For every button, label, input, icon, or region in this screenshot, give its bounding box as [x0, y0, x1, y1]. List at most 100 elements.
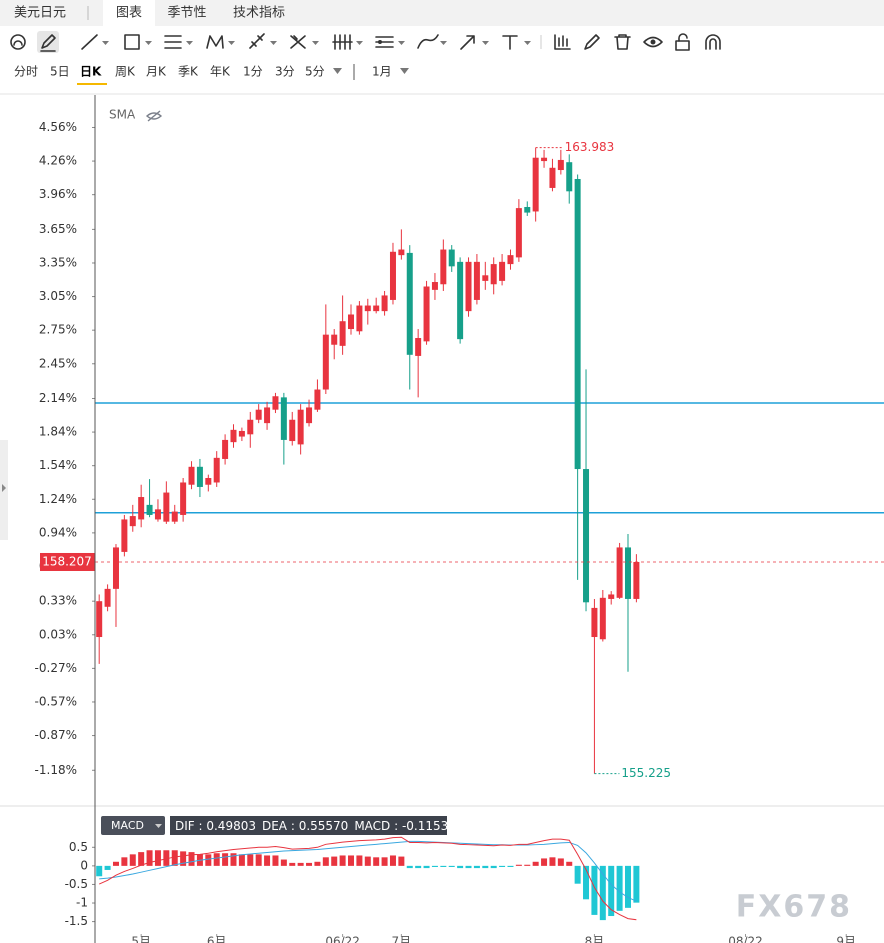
candle-body [616, 547, 623, 598]
candle-body [566, 162, 573, 192]
y-tick-label: 1.84% [39, 425, 77, 439]
macd-bar [356, 855, 363, 866]
tool-measure[interactable] [375, 36, 405, 48]
candle-body [406, 252, 413, 355]
tool-fib[interactable] [249, 33, 277, 49]
candle-body [364, 305, 371, 312]
macd-label: MACD [111, 819, 144, 832]
tool-delete[interactable] [614, 34, 631, 50]
indicator-label[interactable]: SMA [109, 108, 136, 122]
macd-bar [633, 865, 640, 903]
candle-body [280, 397, 287, 440]
tool-hlines[interactable] [164, 35, 193, 49]
tool-edit[interactable] [584, 34, 600, 50]
tab[interactable]: 图表 [116, 6, 142, 21]
tool-pattern[interactable] [206, 35, 235, 49]
macd-bar [448, 865, 455, 867]
macd-bar [549, 857, 556, 866]
candle-body [356, 305, 363, 332]
candle-body [423, 286, 430, 342]
macd-bar [507, 865, 514, 867]
tool-line[interactable] [81, 34, 109, 50]
macd-button[interactable]: MACD [101, 816, 165, 835]
tool-lock[interactable] [675, 33, 690, 51]
candle-body [499, 261, 506, 281]
y-tick-label: 1.24% [39, 492, 77, 506]
macd-bar [322, 857, 329, 866]
x-tick-label: 6月 [207, 935, 227, 943]
macd-bar [289, 862, 296, 866]
macd-bar [457, 865, 464, 869]
macd-bar [608, 865, 615, 917]
candle-body [448, 249, 455, 267]
side-handle-arrow [2, 484, 6, 492]
tool-magnet[interactable] [705, 34, 721, 50]
candle-body [515, 208, 522, 258]
tool-arrow[interactable] [460, 35, 489, 50]
indicator-visibility[interactable] [145, 110, 163, 122]
macd-chart: 0.5 0 -0.5 -1 -1.5 5月 6月 06/22 7月 8月 08/22 9月 [65, 836, 856, 943]
candle-body [163, 492, 170, 522]
period[interactable]: 3分 [275, 65, 295, 79]
macd-bar [138, 852, 145, 866]
candle-body [104, 588, 111, 607]
tool-text[interactable] [502, 35, 531, 50]
y-tick-label: -1.5 [65, 914, 88, 928]
dif-line [98, 836, 637, 921]
candle-body [138, 497, 145, 520]
macd-bar [599, 865, 606, 921]
macd-bar [389, 855, 396, 866]
period[interactable]: 5日 [50, 65, 70, 79]
macd-bar [163, 850, 170, 866]
y-tick-label: -1.18% [35, 763, 77, 777]
macd-bar [591, 865, 598, 915]
candle-body [524, 206, 531, 213]
tool-cursor[interactable] [10, 34, 26, 50]
candle-body [314, 389, 321, 410]
period-underline [77, 83, 107, 85]
period[interactable]: 年K [210, 65, 231, 79]
period[interactable]: 1分 [243, 65, 263, 79]
y-tick-label: 4.56% [39, 120, 77, 134]
period[interactable]: 周K [115, 65, 136, 79]
period[interactable]: 分时 [14, 65, 38, 79]
tool-brush[interactable] [417, 34, 447, 49]
period-extra[interactable]: 1月 [372, 65, 392, 79]
y-tick-label: 3.35% [39, 255, 77, 269]
tool-pen[interactable] [37, 31, 59, 53]
macd-bar [524, 864, 531, 866]
tab[interactable]: 技术指标 [233, 6, 285, 21]
macd-bar [473, 865, 480, 869]
tool-rect[interactable] [124, 34, 152, 50]
candle-body [490, 264, 497, 285]
tool-bars[interactable] [332, 34, 363, 50]
candle-body [389, 251, 396, 300]
candle-body [440, 249, 447, 285]
candle-body [230, 429, 237, 443]
dea-line [99, 840, 637, 902]
tool-eye[interactable] [643, 36, 663, 48]
period[interactable]: 季K [178, 65, 199, 79]
candle-body [255, 409, 262, 420]
candle-body [121, 519, 128, 552]
tool-chart[interactable] [554, 34, 571, 50]
x-tick-label: 5月 [131, 935, 151, 943]
period[interactable]: 月K [146, 65, 167, 79]
candle-body [146, 504, 153, 515]
tab[interactable]: 季节性 [167, 6, 206, 21]
macd-bar [180, 851, 187, 866]
y-tick-label: 3.05% [39, 289, 77, 303]
y-tick-label: 4.26% [39, 154, 77, 168]
macd-bar [490, 865, 497, 869]
x-tick-label: 08/22 [728, 935, 763, 943]
candle-body [608, 594, 615, 599]
candlestick-chart: 4.56% 4.26% 3.96% 3.65% 3.35% 3.05% 2.75% 2.45%… [35, 120, 884, 780]
period-extra-dropdown[interactable] [400, 68, 409, 74]
period[interactable]: 日K [80, 65, 102, 79]
period-bar: 分时 5日 日K 周K 月K 季K 年K 1分 3分 5分 [14, 65, 325, 85]
period[interactable]: 5分 [305, 65, 325, 79]
macd-bar [306, 862, 313, 866]
tool-gann[interactable] [290, 35, 319, 49]
period-dropdown[interactable] [333, 68, 342, 74]
candle-body [154, 509, 161, 520]
